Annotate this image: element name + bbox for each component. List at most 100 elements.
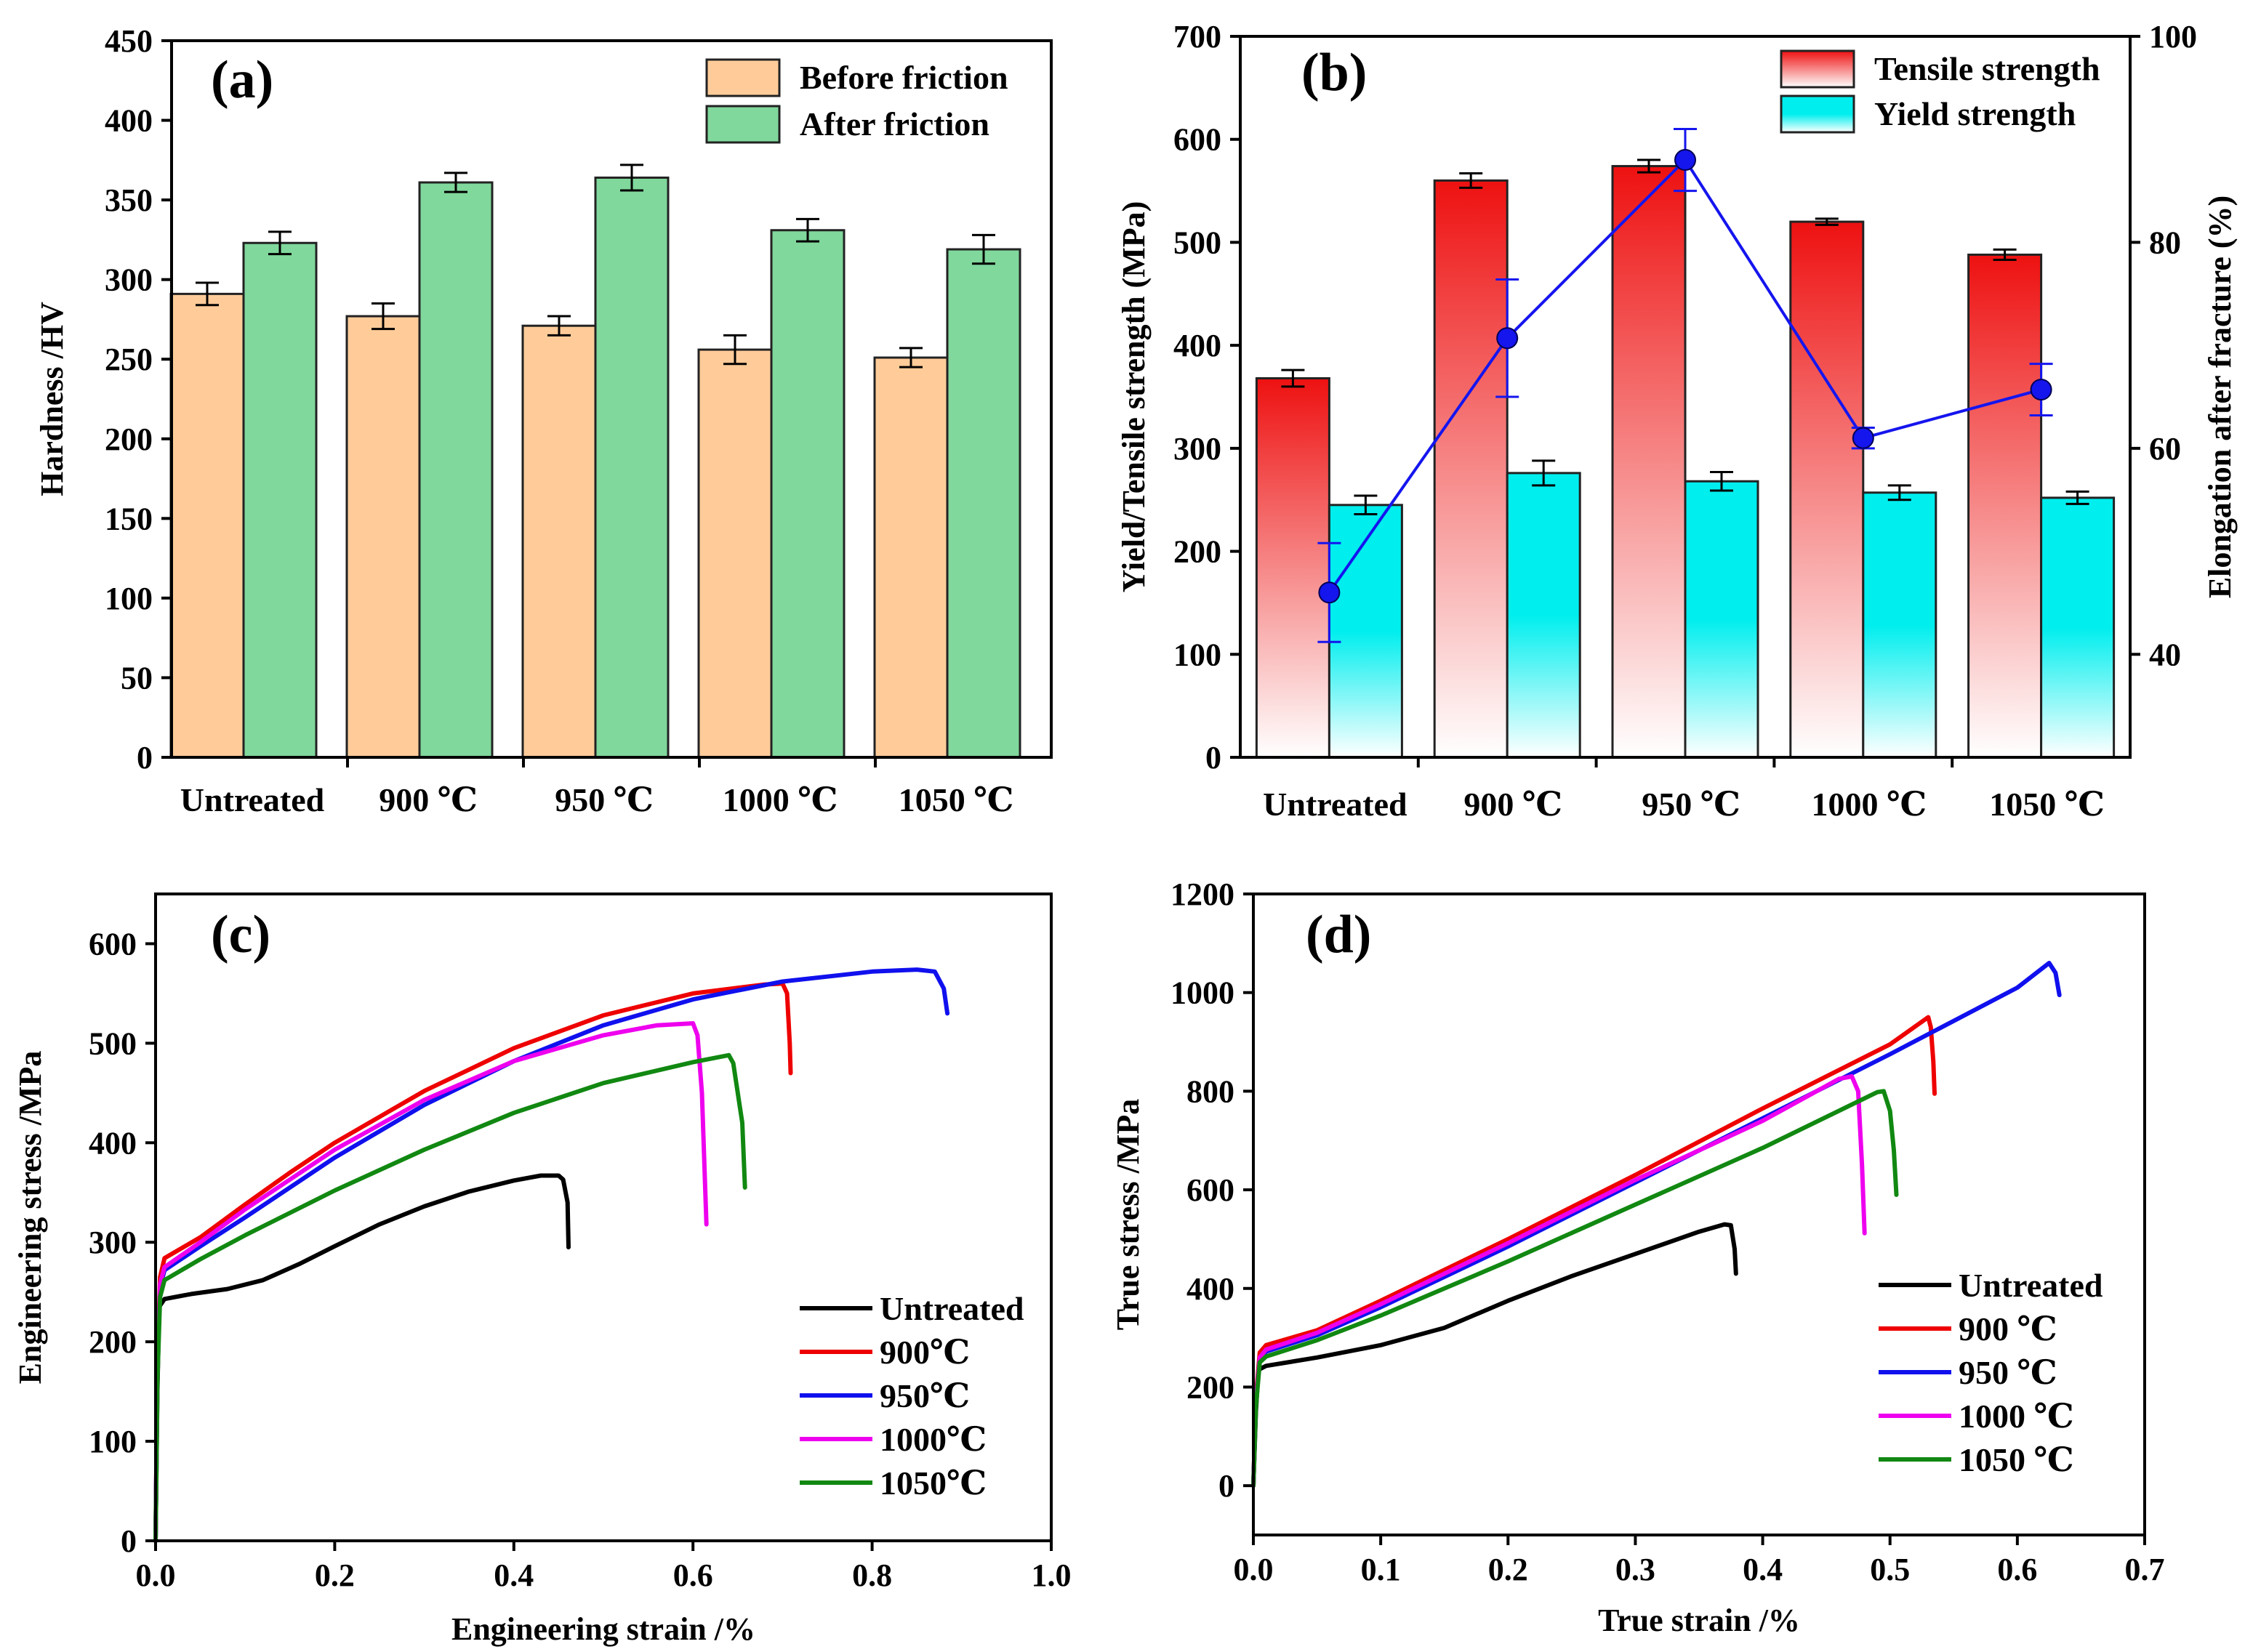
y2-tick-label: 100 — [2149, 19, 2197, 55]
x-category-label: 900 ℃ — [379, 781, 478, 818]
legend-swatch — [1780, 94, 1855, 134]
elongation-point — [1852, 427, 1874, 449]
x-tick-label: 0.7 — [2125, 1552, 2165, 1587]
x-category-label: 1000 ℃ — [723, 781, 838, 818]
bar-before — [697, 348, 773, 759]
legend-label: 900℃ — [880, 1334, 970, 1371]
panel-label: (c) — [211, 905, 270, 964]
y-axis-label: True stress /MPa — [1110, 1099, 1146, 1331]
bar-before — [345, 315, 421, 759]
bar-before — [873, 356, 949, 759]
x-tick-label: 0.8 — [852, 1558, 892, 1593]
elongation-point — [1496, 327, 1519, 350]
bar-before — [521, 324, 597, 759]
plot-frame-d — [1252, 893, 2146, 1536]
panel-label: (b) — [1301, 43, 1367, 102]
y-tick-label: 600 — [1173, 122, 1221, 158]
bar-yield — [2040, 496, 2116, 759]
bar-tensile — [1611, 165, 1687, 759]
bar-after — [418, 181, 494, 759]
x-category-label: 950 ℃ — [555, 781, 654, 818]
x-tick-label: 0.2 — [1488, 1552, 1528, 1587]
plot-frame-c — [154, 893, 1053, 1542]
curve-untreated — [1251, 1222, 1738, 1488]
legend-label: Tensile strength — [1874, 50, 2100, 87]
x-tick-label: 0.5 — [1870, 1552, 1910, 1587]
x-tick-label: 0.4 — [1743, 1552, 1783, 1587]
panel-label: (d) — [1306, 905, 1371, 964]
bar-tensile — [1433, 179, 1509, 759]
x-tick-label: 0.6 — [673, 1558, 713, 1593]
bar-tensile — [1967, 253, 2043, 759]
x-category-label: 1050 ℃ — [899, 781, 1014, 818]
curve-1050 — [1251, 1089, 1899, 1488]
legend-label: After friction — [800, 105, 989, 142]
legend-label: Yield strength — [1874, 95, 2076, 132]
curve-900 — [1251, 1015, 1937, 1488]
x-tick-label: 0.0 — [1234, 1552, 1274, 1587]
bar-before — [169, 292, 245, 759]
x-tick-label: 0.0 — [136, 1558, 176, 1593]
curve-1000 — [153, 1021, 709, 1543]
elongation-point — [1674, 149, 1696, 172]
legend-swatch — [705, 105, 781, 144]
plot-frame-b — [1239, 35, 2132, 759]
y-tick-label: 50 — [121, 660, 153, 696]
curve-1050 — [153, 1052, 747, 1543]
x-tick-label: 0.4 — [494, 1558, 534, 1593]
y-tick-label: 200 — [105, 422, 153, 457]
y2-tick-label: 40 — [2149, 637, 2181, 672]
curve-untreated — [153, 1173, 571, 1543]
y-axis-label: Engineering stress /MPa — [12, 1051, 48, 1385]
y-axis-label: Hardness /HV — [34, 302, 70, 496]
curve-1000 — [1251, 1074, 1867, 1488]
legend-label: 1050 ℃ — [1959, 1441, 2074, 1478]
y-tick-label: 0 — [121, 1523, 137, 1559]
legend-label: 950 ℃ — [1959, 1354, 2057, 1391]
y-axis-label: Yield/Tensile strength (MPa) — [1116, 201, 1152, 593]
elongation-point — [2030, 379, 2052, 401]
x-category-label: Untreated — [1263, 786, 1407, 823]
curve-900 — [153, 981, 793, 1543]
y-tick-label: 200 — [89, 1324, 137, 1360]
legend-swatch — [1780, 49, 1855, 89]
plot-frame-a — [170, 39, 1053, 759]
y-tick-label: 400 — [1186, 1271, 1234, 1307]
x-category-label: 900 ℃ — [1463, 786, 1562, 823]
y-tick-label: 800 — [1186, 1073, 1234, 1109]
bar-tensile — [1255, 376, 1330, 759]
bar-after — [594, 176, 670, 759]
curve-950 — [153, 967, 950, 1543]
y-tick-label: 200 — [1173, 534, 1221, 570]
y-tick-label: 400 — [1173, 328, 1221, 363]
y-tick-label: 350 — [105, 182, 153, 218]
legend-swatch — [705, 58, 781, 97]
bar-yield — [1862, 491, 1937, 759]
y2-tick-label: 80 — [2149, 225, 2181, 260]
y-tick-label: 700 — [1173, 19, 1221, 55]
legend-label: Untreated — [880, 1290, 1024, 1327]
x-category-label: 1050 ℃ — [1989, 786, 2105, 823]
y-tick-label: 300 — [89, 1225, 137, 1260]
y-tick-label: 500 — [1173, 225, 1221, 260]
y-tick-label: 500 — [89, 1026, 137, 1061]
y-tick-label: 1000 — [1170, 975, 1234, 1011]
bar-after — [770, 229, 846, 759]
y-tick-label: 600 — [1186, 1172, 1234, 1208]
y-tick-label: 400 — [89, 1125, 137, 1161]
bar-yield — [1506, 472, 1581, 759]
y-tick-label: 0 — [1218, 1468, 1234, 1504]
bar-yield — [1684, 480, 1759, 759]
y-tick-label: 300 — [1173, 431, 1221, 467]
y-tick-label: 600 — [89, 926, 137, 962]
bar-tensile — [1789, 220, 1865, 759]
panel-label: (a) — [211, 50, 273, 110]
x-tick-label: 0.6 — [1997, 1552, 2037, 1587]
bar-after — [242, 241, 318, 759]
x-axis-label: True strain /% — [1598, 1603, 1800, 1638]
y-tick-label: 1200 — [1170, 877, 1234, 912]
bar-after — [946, 248, 1021, 759]
y-tick-label: 100 — [1173, 637, 1221, 672]
elongation-point — [1318, 581, 1341, 604]
